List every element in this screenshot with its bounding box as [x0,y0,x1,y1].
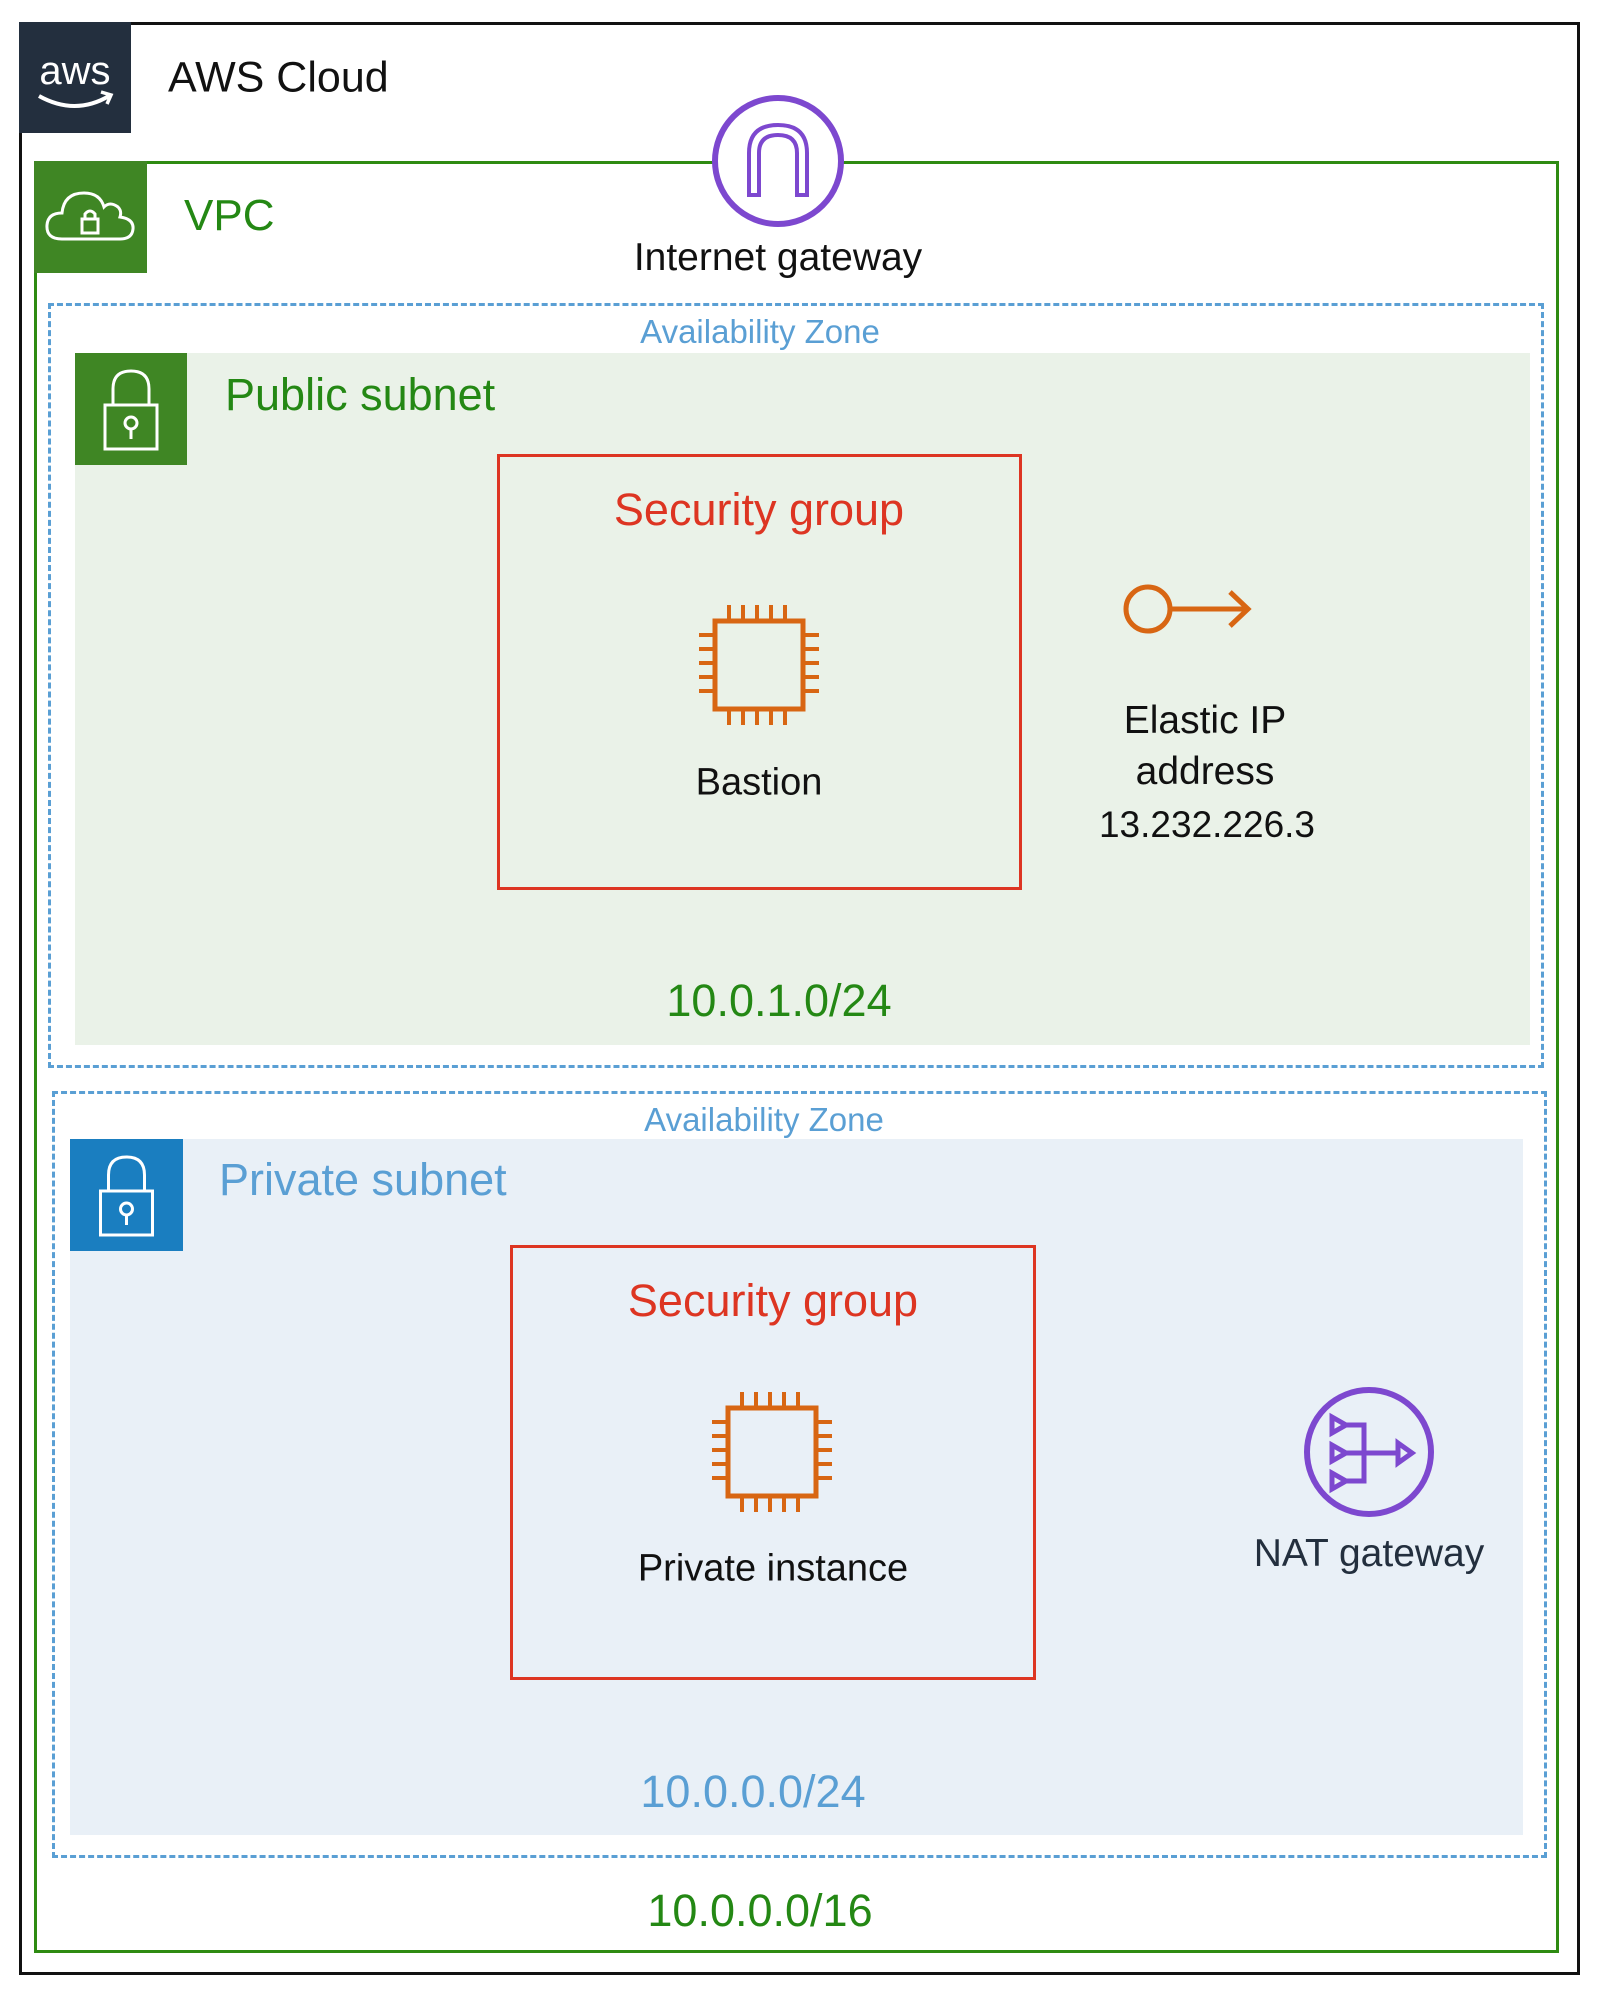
bastion-label: Bastion [695,761,823,804]
internet-gateway-label: Internet gateway [633,236,923,279]
private-subnet [70,1139,1523,1835]
elastic-ip-label-line1: Elastic IP [1123,699,1287,742]
elastic-ip-label-line2: address [1135,750,1275,793]
private-instance-label: Private instance [637,1547,909,1590]
vpc-label: VPC [184,191,275,240]
elastic-ip-icon[interactable] [1120,582,1255,636]
aws-logo-text: aws [39,49,110,93]
security-group-label: Security group [613,484,905,535]
public-subnet-cidr: 10.0.1.0/24 [666,975,892,1026]
availability-zone-2 [52,1091,1547,1858]
vpc-cloud-lock-icon [34,161,147,273]
private-subnet-cidr: 10.0.0.0/24 [640,1766,866,1817]
nat-gateway-icon[interactable] [1302,1385,1436,1519]
nat-gateway-label: NAT gateway [1253,1532,1485,1575]
security-group-private [510,1245,1036,1680]
ec2-chip-icon[interactable] [706,1386,838,1518]
public-subnet-label: Public subnet [225,369,496,420]
ec2-chip-icon[interactable] [693,599,825,731]
aws-logo: aws [19,22,131,133]
vpc-cidr: 10.0.0.0/16 [647,1885,873,1936]
availability-zone-2-label: Availability Zone [644,1101,884,1138]
private-subnet-label: Private subnet [219,1154,507,1205]
aws-cloud-group [19,22,1580,1975]
public-subnet-lock-icon [75,353,187,465]
availability-zone-1 [48,303,1544,1068]
security-group-label: Security group [627,1275,919,1326]
internet-gateway-icon[interactable] [708,91,848,231]
elastic-ip-address: 13.232.226.3 [1098,804,1316,845]
aws-cloud-label: AWS Cloud [168,53,389,102]
private-subnet-lock-icon [70,1139,183,1251]
security-group-bastion [497,454,1022,890]
availability-zone-1-label: Availability Zone [640,313,880,350]
